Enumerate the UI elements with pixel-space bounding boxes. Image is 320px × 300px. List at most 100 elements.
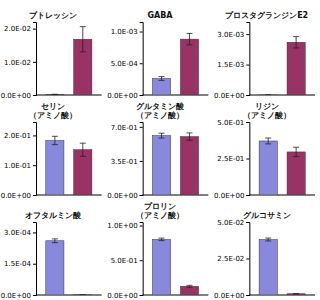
y-tick-label: 5.0E-04 <box>111 60 139 68</box>
error-bar <box>265 238 271 241</box>
error-bar-cap <box>52 94 58 95</box>
error-bar-stem <box>82 27 83 52</box>
y-tick-label: 0.0E+00 <box>1 292 31 300</box>
error-bar-cap <box>80 156 86 157</box>
y-axis: 0.0E+002.5E-025.0E-02 <box>214 219 250 300</box>
error-bar-cap <box>159 238 165 239</box>
subplot-title: グルコサミン <box>243 211 291 220</box>
y-tick-mark <box>140 32 143 33</box>
y-tick-label: 2.0E-02 <box>4 25 31 33</box>
y-tick-label: 3.0E-04 <box>4 229 32 237</box>
y-tick: 3.0E-04 <box>4 229 36 237</box>
plot-area: 0.0E+002.5E-025.0E-02 <box>214 219 315 300</box>
bar <box>287 152 305 195</box>
y-tick-mark <box>246 195 249 196</box>
y-tick: 1.0E-01 <box>4 162 36 170</box>
y-tick: 1.0E-02 <box>4 59 36 67</box>
error-bar-stem <box>296 147 297 156</box>
error-bar-cap <box>293 293 299 294</box>
y-tick-mark <box>33 95 36 96</box>
y-tick: 7.0E-01 <box>111 124 143 132</box>
title-line: グルタミン酸 <box>136 102 185 111</box>
error-bar-stem <box>82 143 83 156</box>
error-bar-cap <box>80 26 86 27</box>
error-bar-stem <box>161 133 162 138</box>
subplot-title: オフタルミン酸 <box>25 211 82 220</box>
error-bar-cap <box>159 80 165 81</box>
error-bar <box>159 133 165 138</box>
error-bar-stem <box>54 136 55 144</box>
y-tick-mark <box>33 295 36 296</box>
title-line: オフタルミン酸 <box>25 211 82 220</box>
y-tick: 5.0E-01 <box>217 119 249 127</box>
subplot: リジン（アミノ酸）0.0E+002.5E-015.0E-01 <box>214 102 315 200</box>
y-axis-line <box>33 23 37 96</box>
y-tick-mark <box>140 161 143 162</box>
title-line: ブトレッシン <box>29 11 77 20</box>
y-tick-label: 3.0E-03 <box>217 31 244 39</box>
subplot-title: プロスタグランジンE2 <box>225 11 308 20</box>
error-bar <box>159 238 165 241</box>
bar <box>46 94 64 95</box>
y-axis-line <box>140 23 144 96</box>
bar <box>74 294 92 295</box>
y-tick-mark <box>33 232 36 233</box>
subplot: GABA0.0E+005.0E-041.0E-03 <box>107 11 208 100</box>
error-bar-cap <box>80 51 86 52</box>
y-tick: 0.0E+00 <box>214 192 249 200</box>
subplot-title: プロリン（アミノ酸） <box>136 202 184 220</box>
error-bar <box>186 285 192 287</box>
y-tick: 5.0E-02 <box>217 219 249 227</box>
bar <box>180 39 198 95</box>
y-axis: 0.0E+005.0E-011.0E+00 <box>107 222 143 300</box>
bar <box>46 140 64 195</box>
y-tick-label: 0.0E+00 <box>214 192 244 200</box>
error-bar-cap <box>293 47 299 48</box>
error-bar-stem <box>161 77 162 81</box>
error-bar-stem <box>189 133 190 140</box>
title-line: （アミノ酸） <box>136 111 184 120</box>
y-tick: 0.0E+00 <box>107 292 142 300</box>
error-bar <box>186 33 192 44</box>
subplot: グルタミン酸（アミノ酸）0.0E+003.5E-017.0E-01 <box>107 102 208 200</box>
title-line: （アミノ酸） <box>243 111 291 120</box>
y-tick-mark <box>140 295 143 296</box>
error-bar-cap <box>293 36 299 37</box>
bar <box>74 150 92 195</box>
y-tick-label: 1.0E-03 <box>111 28 138 36</box>
subplot: セリン（アミノ酸）0.0E+001.0E-012.0E-01 <box>1 102 102 200</box>
y-axis-line <box>246 123 250 196</box>
error-bar-cap <box>265 238 271 239</box>
error-bar-cap <box>52 238 58 239</box>
y-tick-mark <box>246 295 249 296</box>
error-bar-cap <box>159 76 165 77</box>
error-bar-stem <box>268 238 269 241</box>
y-tick-label: 1.0E-02 <box>4 59 31 67</box>
y-tick: 2.0E-01 <box>4 132 36 140</box>
error-bar-stem <box>189 33 190 44</box>
y-tick-label: 7.0E-01 <box>111 124 138 132</box>
bar <box>259 94 277 95</box>
y-tick-mark <box>246 95 249 96</box>
plot-area: 0.0E+00 1.5E-04 3.0E-04 <box>1 223 102 300</box>
error-bar-stem <box>296 37 297 48</box>
subplot: プロスタグランジンE20.0E+001.5E-033.0E-03 <box>214 11 315 100</box>
error-bar-cap <box>52 94 58 95</box>
y-tick-label: 1.5E-04 <box>4 260 32 268</box>
error-bar-cap <box>186 132 192 133</box>
error-bar-cap <box>52 242 58 243</box>
y-tick-label: 0.0E+00 <box>214 292 244 300</box>
y-tick-label: 0.0E+00 <box>214 92 244 100</box>
plot-area: 0.0E+001.0E-012.0E-01 <box>1 123 102 200</box>
subplot: オフタルミン酸 0.0E+00 1.5E-04 3.0E-04 <box>1 211 102 300</box>
y-axis-line <box>33 223 37 296</box>
y-tick-label: 0.0E+00 <box>107 292 137 300</box>
error-bar-cap <box>80 143 86 144</box>
error-bar-cap <box>80 294 86 295</box>
y-tick: 0.0E+00 <box>107 192 142 200</box>
error-bar-cap <box>265 240 271 241</box>
marks <box>46 239 92 295</box>
y-tick-label: 5.0E-02 <box>217 219 244 227</box>
y-tick-label: 1.0E-01 <box>4 162 31 170</box>
error-bar-cap <box>265 94 271 95</box>
